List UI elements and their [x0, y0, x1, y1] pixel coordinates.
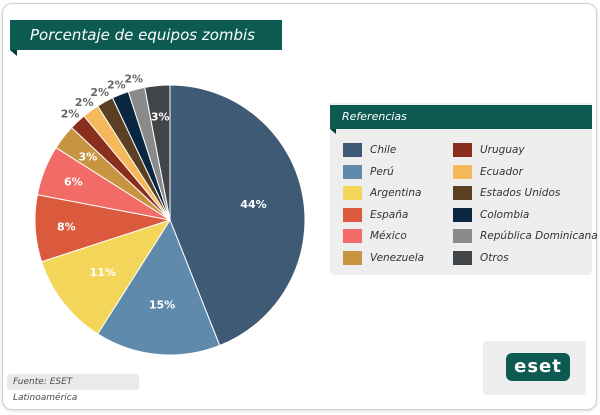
pie-label-2: 11%: [90, 266, 116, 279]
legend-item: Argentina: [343, 186, 421, 201]
legend-swatch: [453, 186, 472, 200]
pie-slice-2: [40, 219, 172, 335]
chart-title: Porcentaje de equipos zombis por país: [10, 20, 282, 74]
pie-label-10: 2%: [124, 73, 143, 86]
legend-swatch: [343, 207, 362, 222]
legend-item: Perú: [343, 164, 394, 180]
pie-slice-11: [144, 84, 171, 221]
legend-item: Ecuador: [453, 164, 523, 180]
legend-label: Uruguay: [480, 144, 525, 156]
pie-label-3: 8%: [57, 221, 76, 234]
legend-item: Colombia: [453, 207, 530, 223]
legend-item: España: [343, 207, 409, 223]
legend-title: Referencias: [330, 105, 592, 134]
legend-swatch: [343, 229, 362, 243]
legend-swatch: [453, 207, 472, 222]
legend-label: México: [370, 230, 407, 242]
legend-label: Venezuela: [370, 251, 425, 264]
legend-label: Argentina: [370, 187, 422, 199]
pie-label-9: 2%: [107, 78, 126, 91]
legend-swatch: [343, 143, 362, 157]
legend-item: Chile: [343, 143, 396, 158]
legend-label: Ecuador: [480, 165, 523, 178]
pie-label-7: 2%: [75, 96, 94, 109]
legend-item: Venezuela: [343, 250, 425, 266]
legend-item: México: [343, 229, 407, 244]
pie-label-8: 2%: [90, 86, 109, 99]
legend-label: Colombia: [480, 208, 530, 221]
pie-label-0: 44%: [240, 198, 266, 211]
pie-label-1: 15%: [149, 299, 175, 312]
pie-label-5: 3%: [79, 150, 98, 163]
pie-slice-1: [96, 218, 221, 356]
legend-label: República Dominicana: [480, 230, 598, 242]
legend-swatch: [453, 250, 472, 265]
legend-item: República Dominicana: [453, 229, 598, 244]
source-note: Fuente: ESET Latinoamérica: [7, 374, 139, 403]
legend-label: España: [370, 208, 409, 221]
pie-slice-0: [169, 84, 306, 347]
legend-swatch: [453, 164, 472, 179]
legend-label: Chile: [370, 144, 397, 156]
legend-swatch: [343, 250, 362, 265]
pie-label-6: 2%: [61, 108, 80, 121]
legend-label: Otros: [480, 251, 509, 264]
legend-item: Uruguay: [453, 143, 525, 158]
legend-swatch: [453, 143, 472, 157]
legend-swatch: [453, 229, 472, 243]
legend-swatch: [343, 186, 362, 200]
eset-logo: eset: [506, 353, 570, 381]
legend-item: Estados Unidos: [453, 186, 560, 201]
pie-label-11: 3%: [151, 111, 170, 124]
legend-label: Estados Unidos: [480, 187, 561, 199]
legend-item: Otros: [453, 250, 509, 266]
legend-label: Perú: [370, 165, 394, 178]
legend-swatch: [343, 164, 362, 179]
pie-label-4: 6%: [64, 176, 83, 189]
